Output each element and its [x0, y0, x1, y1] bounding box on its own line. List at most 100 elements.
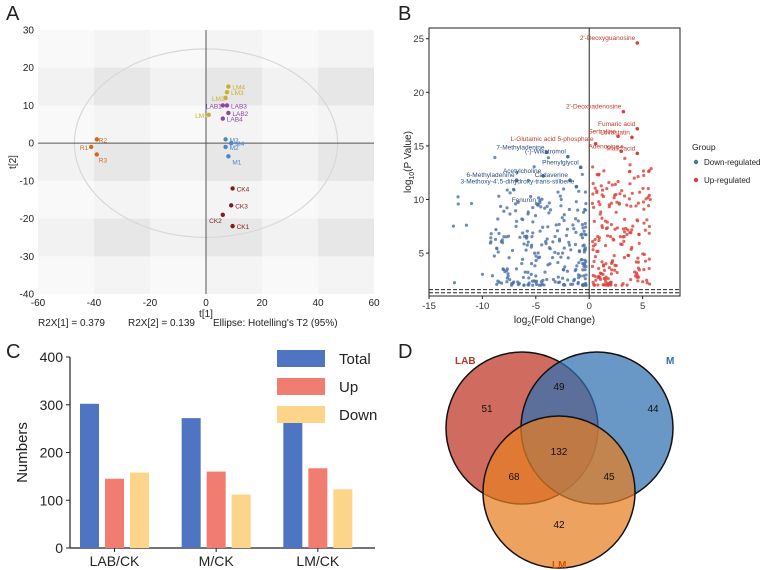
volcano-point-down	[541, 225, 545, 229]
volcano-point-down	[561, 276, 565, 280]
volcano-point-up	[634, 204, 638, 208]
volcano-point-up	[598, 203, 602, 207]
volcano-ytick: 20	[413, 88, 424, 99]
pca-point-label: R1	[80, 145, 89, 152]
venn-set-lab: LAB	[455, 356, 476, 367]
volcano-point-down	[566, 278, 570, 282]
volcano-point-up	[621, 282, 625, 286]
volcano-point-down	[548, 247, 552, 251]
volcano-point-up	[600, 188, 605, 192]
volcano-point-up	[590, 264, 595, 268]
volcano-point-up	[648, 282, 652, 286]
volcano-point-up	[630, 191, 634, 195]
volcano-point-down	[535, 282, 539, 286]
volcano-ytick: 25	[413, 34, 424, 45]
volcano-point-down	[579, 258, 583, 262]
volcano-point-up	[597, 266, 601, 271]
volcano-point-up	[642, 221, 646, 225]
volcano-point-up	[599, 184, 603, 188]
pca-point	[226, 110, 231, 116]
volcano-point-up	[613, 268, 617, 272]
volcano-point-down	[567, 243, 572, 247]
volcano-point-up	[591, 248, 595, 252]
volcano-point-down	[521, 275, 526, 280]
panel-label-d: D	[398, 341, 412, 363]
volcano-point-up	[622, 194, 627, 198]
bar-ylabel: Numbers	[14, 422, 31, 483]
volcano-point-down	[580, 232, 584, 236]
volcano-labeled-point	[536, 203, 540, 207]
bar-total	[283, 410, 303, 548]
volcano-point-down	[533, 264, 537, 268]
pca-point	[220, 103, 225, 108]
volcano-point-down	[580, 236, 585, 240]
volcano-point-up	[633, 270, 637, 274]
volcano-point-up	[625, 232, 629, 237]
volcano-point-up	[615, 270, 619, 275]
volcano-point-up	[594, 278, 598, 282]
volcano-label-down: Cadaverine	[535, 172, 569, 179]
volcano-point-down	[583, 277, 587, 281]
volcano-label-up: 2'-Deoxyguanosine	[580, 35, 636, 42]
volcano-point-up	[620, 189, 624, 193]
volcano-point-down	[551, 240, 555, 244]
pca-xtick: -40	[87, 298, 102, 309]
pca-ytick: -40	[20, 290, 35, 301]
volcano-point-down	[562, 213, 566, 217]
volcano-ylabel: log10(P Value)	[403, 131, 416, 193]
volcano-point-up	[600, 224, 604, 228]
volcano-point-up	[593, 255, 598, 259]
volcano-xlabel: log2(Fold Change)	[514, 315, 595, 328]
volcano-point-down	[577, 261, 581, 265]
volcano-point-down	[550, 256, 555, 260]
volcano-point-down	[556, 190, 560, 194]
bar-up	[308, 468, 328, 548]
volcano-point-up	[598, 277, 603, 282]
volcano-point-down	[583, 190, 588, 194]
volcano-point-down	[581, 226, 585, 230]
pca-point	[223, 137, 228, 142]
volcano-point-up	[626, 253, 630, 257]
volcano-point-down	[514, 219, 519, 223]
volcano-point-up	[642, 207, 646, 211]
volcano-labeled-point	[635, 41, 640, 45]
volcano-point-down	[497, 231, 501, 236]
volcano-point-down	[557, 280, 562, 284]
volcano-point-down	[456, 202, 460, 206]
bar-down	[231, 494, 251, 548]
volcano-point-down	[526, 178, 530, 182]
volcano-point-down	[558, 194, 562, 198]
volcano-point-up	[608, 234, 613, 239]
volcano-point-up	[647, 224, 652, 229]
volcano-point-down	[516, 282, 520, 287]
volcano-point-up	[598, 271, 603, 275]
pca-xtick: -20	[143, 298, 158, 309]
pca-point	[94, 152, 100, 157]
pca-point	[230, 186, 235, 191]
volcano-point-down	[581, 244, 585, 248]
volcano-point-up	[637, 268, 642, 272]
venn-count-lab-m: 49	[553, 382, 565, 393]
volcano-point-up	[641, 186, 645, 191]
volcano-point-up	[629, 231, 633, 235]
volcano-ytick: 5	[419, 249, 424, 260]
volcano-point-down	[545, 237, 549, 241]
volcano-point-up	[591, 244, 596, 248]
volcano-xtick: 5	[640, 301, 645, 312]
volcano-point-down	[539, 280, 544, 284]
volcano-point-up	[636, 201, 640, 205]
volcano-point-down	[584, 265, 588, 269]
volcano-point-down	[573, 242, 578, 247]
bar-up	[105, 478, 124, 548]
volcano-point-down	[553, 234, 557, 239]
volcano-point-down	[534, 254, 538, 258]
volcano-point-down	[526, 210, 530, 214]
volcano-labeled-point	[630, 135, 634, 140]
volcano-point-up	[602, 268, 607, 272]
volcano-point-down	[562, 246, 566, 250]
volcano-point-up	[618, 192, 622, 196]
volcano-point-down	[582, 229, 586, 233]
pca-point-label: M3	[230, 137, 239, 144]
volcano-point-down	[534, 258, 538, 263]
volcano-point-up	[609, 283, 613, 287]
